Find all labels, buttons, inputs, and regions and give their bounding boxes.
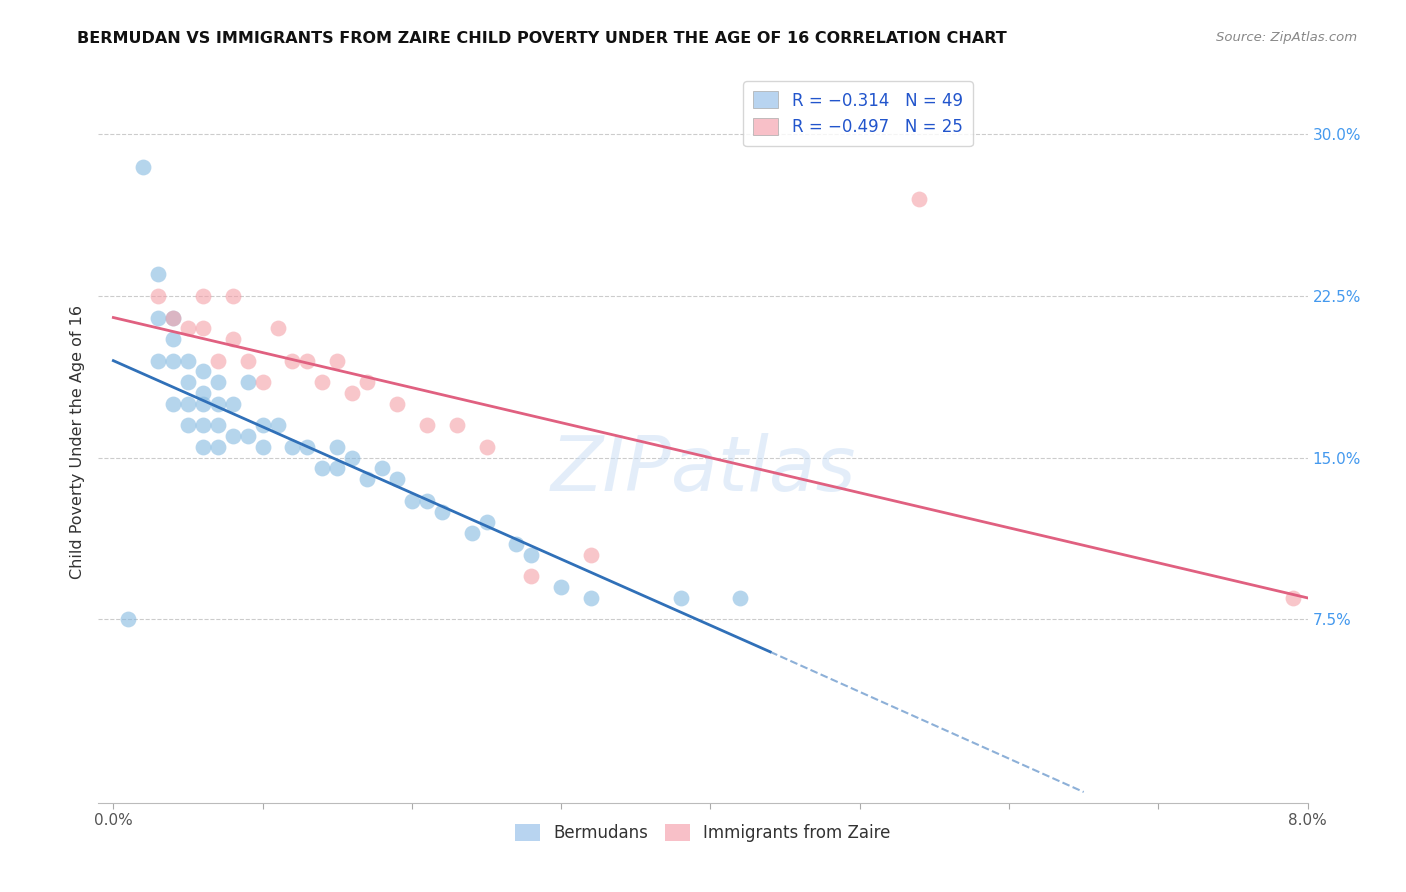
Point [146, 289, 169, 303]
Point [162, 353, 184, 368]
Point [340, 386, 363, 401]
Text: ZIPatlas: ZIPatlas [550, 434, 856, 508]
Point [311, 376, 333, 390]
Point [550, 580, 572, 594]
Point [146, 268, 169, 282]
Point [371, 461, 394, 475]
Point [326, 440, 349, 454]
Point [177, 376, 200, 390]
Point [430, 505, 453, 519]
Point [207, 418, 229, 433]
Point [162, 310, 184, 325]
Point [416, 493, 439, 508]
Point [207, 440, 229, 454]
Point [207, 397, 229, 411]
Point [311, 461, 333, 475]
Point [207, 376, 229, 390]
Point [191, 321, 214, 335]
Point [177, 418, 200, 433]
Point [222, 332, 245, 346]
Point [266, 418, 288, 433]
Point [191, 386, 214, 401]
Point [162, 310, 184, 325]
Point [520, 569, 543, 583]
Point [356, 472, 378, 486]
Point [446, 418, 468, 433]
Point [460, 526, 482, 541]
Point [340, 450, 363, 465]
Y-axis label: Child Poverty Under the Age of 16: Child Poverty Under the Age of 16 [69, 304, 84, 579]
Point [730, 591, 752, 605]
Legend: Bermudans, Immigrants from Zaire: Bermudans, Immigrants from Zaire [509, 817, 897, 848]
Point [297, 353, 319, 368]
Point [191, 440, 214, 454]
Point [222, 289, 245, 303]
Point [908, 192, 931, 206]
Point [579, 548, 602, 562]
Point [266, 321, 288, 335]
Point [252, 376, 274, 390]
Point [162, 397, 184, 411]
Point [281, 440, 304, 454]
Point [162, 332, 184, 346]
Point [191, 364, 214, 378]
Point [475, 440, 498, 454]
Point [177, 353, 200, 368]
Text: BERMUDAN VS IMMIGRANTS FROM ZAIRE CHILD POVERTY UNDER THE AGE OF 16 CORRELATION : BERMUDAN VS IMMIGRANTS FROM ZAIRE CHILD … [77, 31, 1007, 46]
Point [132, 160, 155, 174]
Point [146, 310, 169, 325]
Point [191, 418, 214, 433]
Point [356, 376, 378, 390]
Point [207, 353, 229, 368]
Point [252, 440, 274, 454]
Point [236, 429, 259, 443]
Text: Source: ZipAtlas.com: Source: ZipAtlas.com [1216, 31, 1357, 45]
Point [236, 353, 259, 368]
Point [191, 397, 214, 411]
Point [385, 397, 408, 411]
Point [222, 397, 245, 411]
Point [177, 397, 200, 411]
Point [520, 548, 543, 562]
Point [117, 612, 139, 626]
Point [579, 591, 602, 605]
Point [297, 440, 319, 454]
Point [401, 493, 423, 508]
Point [326, 353, 349, 368]
Point [252, 418, 274, 433]
Point [222, 429, 245, 443]
Point [236, 376, 259, 390]
Point [146, 353, 169, 368]
Point [416, 418, 439, 433]
Point [177, 321, 200, 335]
Point [669, 591, 692, 605]
Point [191, 289, 214, 303]
Point [326, 461, 349, 475]
Point [505, 537, 527, 551]
Point [475, 516, 498, 530]
Point [281, 353, 304, 368]
Point [385, 472, 408, 486]
Point [1281, 591, 1303, 605]
